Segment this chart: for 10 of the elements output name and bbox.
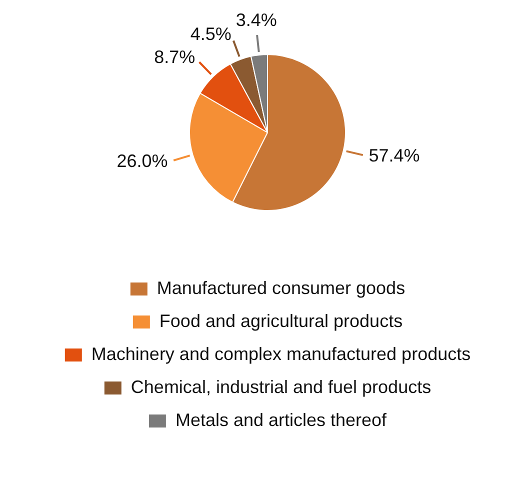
data-label: 57.4% [368, 145, 420, 166]
data-label: 8.7% [154, 46, 196, 67]
legend-label: Chemical, industrial and fuel products [130, 376, 432, 397]
legend-label: Metals and articles thereof [175, 410, 388, 430]
legend-label: Food and agricultural products [159, 310, 403, 331]
data-label: 4.5% [190, 24, 232, 44]
legend-label: Machinery and complex manufactured products [91, 344, 471, 364]
data-label: 26.0% [116, 151, 168, 172]
legend-label: Manufactured consumer goods [156, 278, 406, 298]
data-label: 3.4% [236, 10, 277, 30]
